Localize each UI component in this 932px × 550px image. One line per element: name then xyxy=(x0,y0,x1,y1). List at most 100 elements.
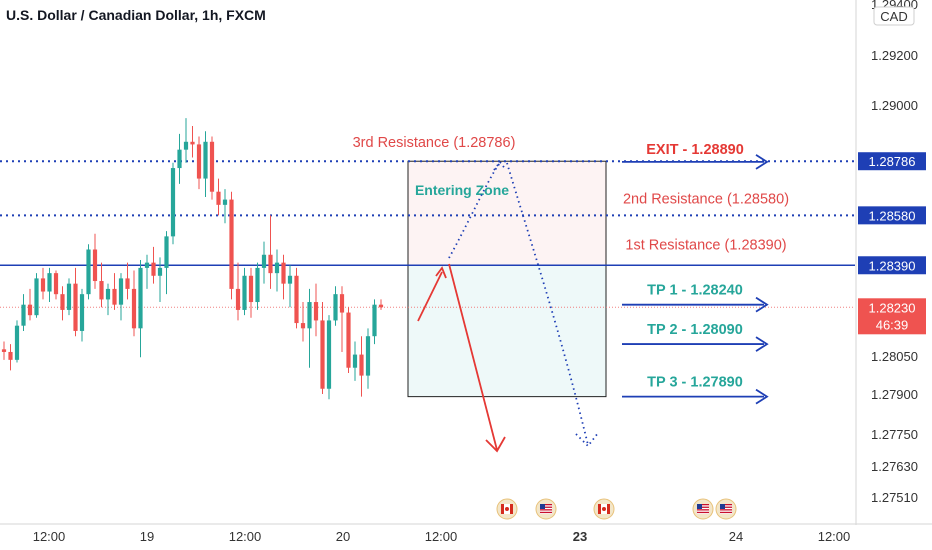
flag-stripe xyxy=(720,504,732,506)
candle-body xyxy=(170,168,176,237)
time-tick-label: 20 xyxy=(336,529,350,544)
time-tick-label: 12:00 xyxy=(818,529,851,544)
candle-body xyxy=(1,349,7,352)
candle-body xyxy=(242,275,247,310)
candle-body xyxy=(216,191,221,205)
candle-body xyxy=(333,294,338,321)
candle-body xyxy=(248,275,254,303)
entering-zone-label: Entering Zone xyxy=(415,182,509,198)
candle-body xyxy=(320,320,325,389)
blue-dotted-arrow-head xyxy=(575,432,599,448)
candle-body xyxy=(79,294,85,331)
candle-body xyxy=(359,354,364,376)
red-up-arrow[interactable] xyxy=(417,271,443,322)
us-flag-icon[interactable] xyxy=(535,498,557,520)
level-label-2: 2nd Resistance (1.28580) xyxy=(623,191,789,207)
time-tick-label: 23 xyxy=(573,529,587,544)
canada-flag-icon[interactable] xyxy=(593,498,615,520)
candle-body xyxy=(287,275,293,284)
current-price-value: 1.28230 xyxy=(869,300,916,315)
candle-body xyxy=(372,304,377,337)
candle-body xyxy=(261,254,267,268)
candle-body xyxy=(112,288,117,305)
time-tick-label: 19 xyxy=(140,529,154,544)
price-tick-label: 1.29000 xyxy=(871,98,918,113)
price-tick-label: 1.28050 xyxy=(871,349,918,364)
candle-body xyxy=(229,199,234,289)
flag-field xyxy=(720,504,732,514)
red-down-arrow-head xyxy=(485,436,506,453)
flag-canton xyxy=(697,504,702,509)
candle-body xyxy=(118,278,124,305)
entering-zone-lower[interactable] xyxy=(407,264,607,398)
flag-stripe xyxy=(720,506,732,508)
candle-body xyxy=(268,254,273,274)
candle-body xyxy=(99,281,104,300)
candle-body xyxy=(151,262,156,276)
candle-body xyxy=(339,294,345,313)
red-up-arrow-head xyxy=(435,266,447,279)
price-tick-label: 1.27900 xyxy=(871,387,918,402)
candle-body xyxy=(66,283,72,310)
target-arrow-head xyxy=(755,336,769,352)
target-arrow-head xyxy=(755,154,769,170)
candle-body xyxy=(53,273,59,295)
entering-zone-upper[interactable] xyxy=(407,160,607,266)
flag-band xyxy=(607,504,610,514)
level-price-tag xyxy=(858,256,926,275)
us-flag-icon[interactable] xyxy=(692,498,714,520)
price-tick-label: 1.27510 xyxy=(871,490,918,505)
candle-body xyxy=(27,304,33,316)
candle-body xyxy=(86,249,91,295)
candle-body xyxy=(164,236,169,268)
candle-body xyxy=(8,351,13,360)
flag-stripe xyxy=(697,506,709,508)
candle-body xyxy=(313,302,319,321)
candle-body xyxy=(196,144,202,179)
candle-body xyxy=(34,278,39,316)
candle-body xyxy=(326,320,332,389)
candle-body xyxy=(255,267,260,303)
red-down-arrow[interactable] xyxy=(448,263,498,451)
price-tick-label: 1.29200 xyxy=(871,48,918,63)
flag-canton xyxy=(540,504,545,509)
blue-dotted-peak xyxy=(493,160,507,171)
flag-stripe xyxy=(540,511,552,514)
candle-body xyxy=(190,141,195,145)
flag-canton xyxy=(720,504,725,509)
target-label-1: EXIT - 1.28890 xyxy=(646,142,744,158)
candle-body xyxy=(235,288,241,310)
candle-body xyxy=(294,275,299,324)
candle-body xyxy=(378,304,384,308)
level-price-tag xyxy=(858,206,926,225)
flag-band xyxy=(501,504,504,514)
flag-leaf xyxy=(602,507,606,511)
level-label-1: 3rd Resistance (1.28786) xyxy=(353,135,516,151)
target-arrow-head xyxy=(755,296,769,313)
time-tick-label: 12:00 xyxy=(33,529,66,544)
candle-body xyxy=(352,354,358,368)
candle-body xyxy=(40,278,46,292)
flag-stripe xyxy=(540,506,552,508)
level-label-3: 1st Resistance (1.28390) xyxy=(625,237,786,253)
flag-stripe xyxy=(697,511,709,514)
candle-body xyxy=(183,141,189,150)
flag-stripe xyxy=(540,504,552,506)
currency-badge[interactable] xyxy=(873,6,915,26)
candle-body xyxy=(73,283,78,331)
price-tick-label: 1.27750 xyxy=(871,427,918,442)
canada-flag-icon[interactable] xyxy=(496,498,518,520)
level-price-tag-label: 1.28580 xyxy=(869,208,916,223)
candle-body xyxy=(365,336,371,376)
candle-body xyxy=(157,267,163,276)
us-flag-icon[interactable] xyxy=(715,498,737,520)
flag-stripe xyxy=(720,509,732,511)
candle-body xyxy=(203,141,208,179)
flag-stripe xyxy=(720,511,732,514)
target-label-3: TP 2 - 1.28090 xyxy=(647,322,743,338)
candle-body xyxy=(346,312,351,368)
candle-body xyxy=(177,149,182,169)
flag-field xyxy=(540,504,552,514)
target-label-2: TP 1 - 1.28240 xyxy=(647,283,743,299)
